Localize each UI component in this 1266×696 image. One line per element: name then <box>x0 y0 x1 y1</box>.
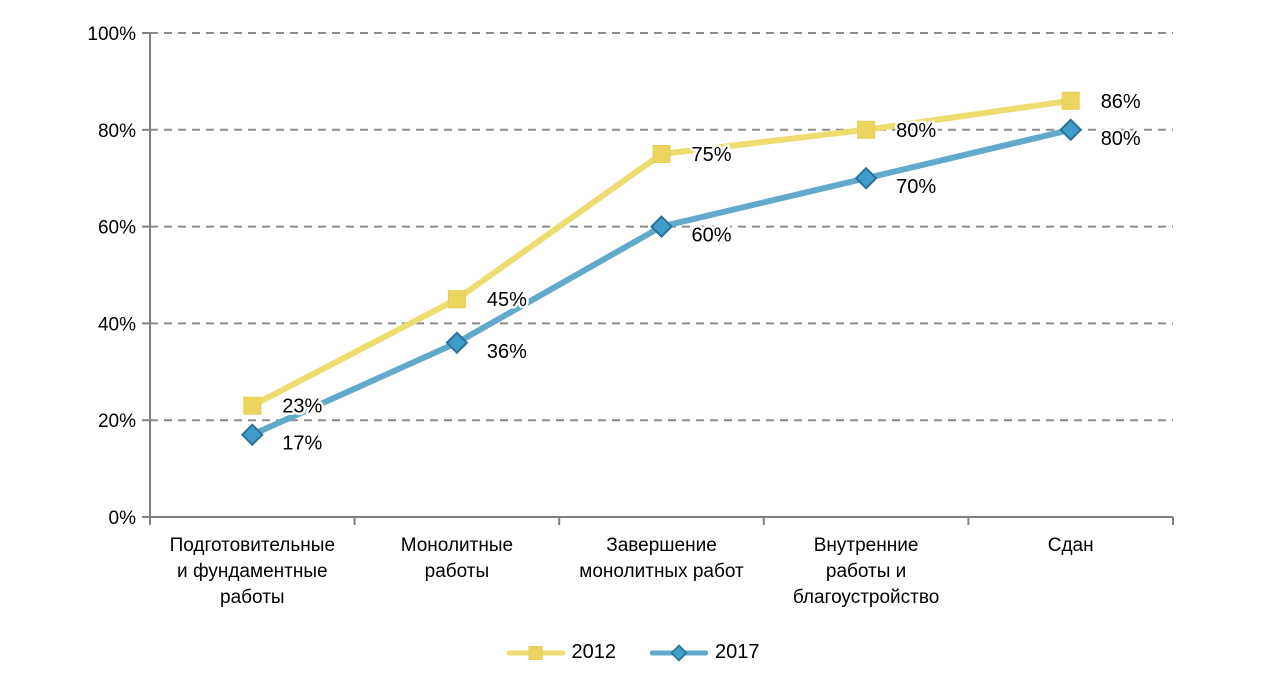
data-label: 36% <box>487 341 527 363</box>
legend-item-0: 2012 <box>506 641 617 664</box>
y-tick-label: 40% <box>98 314 136 335</box>
marker-square-2012 <box>652 145 671 163</box>
legend-label: 2012 <box>571 641 617 663</box>
y-tick-label: 20% <box>98 411 136 432</box>
data-label: 86% <box>1101 91 1141 113</box>
category-label: Внутренние работы и благоустройство <box>793 535 939 608</box>
marker-diamond-2017 <box>445 331 469 355</box>
marker-diamond-2017 <box>650 215 673 239</box>
category-label: Монолитные работы <box>401 535 513 582</box>
y-tick-label: 0% <box>109 508 137 529</box>
data-label: 80% <box>896 120 936 142</box>
category-label: Сдан <box>1048 535 1094 556</box>
data-label: 17% <box>282 433 322 455</box>
data-label: 80% <box>1101 128 1141 150</box>
marker-diamond-2017 <box>854 166 878 190</box>
category-label: Завершение монолитных работ <box>579 535 744 582</box>
marker-diamond-2017 <box>1059 118 1083 142</box>
data-label: 70% <box>896 176 936 198</box>
legend-diamond-marker-icon <box>650 643 708 662</box>
marker-square-2012 <box>857 120 876 139</box>
marker-square-2012 <box>447 290 466 309</box>
y-tick-label: 60% <box>98 218 136 239</box>
y-tick-label: 100% <box>87 24 136 45</box>
data-label: 45% <box>487 289 527 311</box>
marker-square-2012 <box>1061 91 1080 110</box>
legend-item-1: 2017 <box>650 641 760 664</box>
data-label: 60% <box>692 225 732 247</box>
legend-square-marker-icon <box>506 645 565 660</box>
marker-diamond-2017 <box>240 423 264 447</box>
legend-diamond-icon <box>670 643 688 662</box>
data-label: 23% <box>282 396 322 418</box>
data-label: 75% <box>692 144 732 166</box>
legend-square-icon <box>528 645 542 660</box>
y-tick-label: 80% <box>98 121 136 142</box>
series-line-2017 <box>249 126 1074 438</box>
marker-square-2012 <box>243 396 262 415</box>
legend-label: 2017 <box>715 641 760 663</box>
legend: 2012 2017 <box>0 641 1266 664</box>
category-label: Подготовительные и фундаментные работы <box>170 535 335 608</box>
